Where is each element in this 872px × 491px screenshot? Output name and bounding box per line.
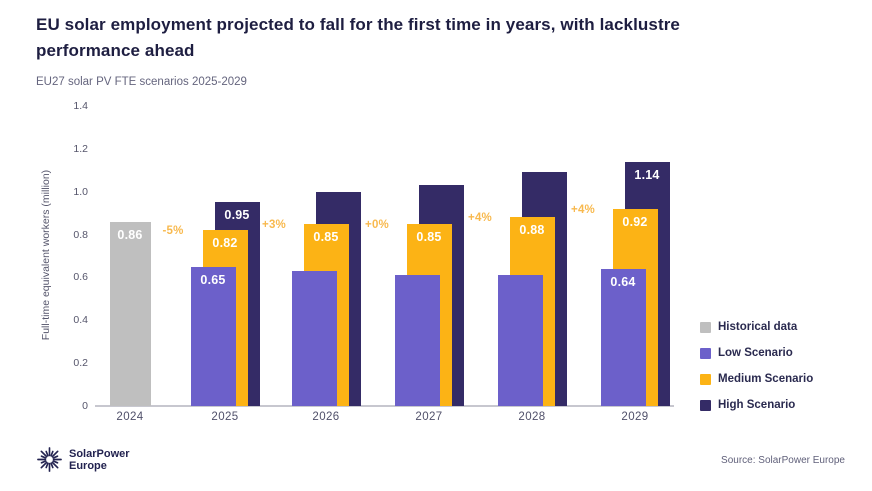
- bar-value-label: 0.92: [622, 214, 648, 229]
- y-tick-label: 1.0: [73, 185, 88, 198]
- logo-text: SolarPower Europe: [69, 448, 130, 472]
- x-axis-line: [95, 405, 674, 407]
- legend-item-low-scenario: Low Scenario: [700, 346, 793, 360]
- y-tick-label: 0.2: [73, 357, 88, 370]
- bar-low-scenario-2026: [291, 271, 337, 406]
- legend-swatch: [700, 399, 711, 411]
- bar-low-scenario-2025: 0.65: [190, 266, 236, 406]
- solarpower-europe-logo: SolarPower Europe: [36, 446, 130, 473]
- x-axis-label-2025: 2025: [211, 411, 239, 423]
- y-tick-label: 0.8: [73, 228, 88, 241]
- x-axis-label-2028: 2028: [518, 411, 546, 423]
- x-axis-label-2029: 2029: [621, 411, 649, 423]
- legend-label: Low Scenario: [718, 347, 793, 359]
- bar-low-scenario-2028: [497, 275, 543, 406]
- legend-label: Historical data: [718, 321, 798, 333]
- bar-value-label: 0.85: [416, 229, 442, 244]
- legend-label: Medium Scenario: [718, 373, 814, 385]
- bar-low-scenario-2029: 0.64: [600, 268, 646, 406]
- bar-value-label: 1.14: [634, 167, 660, 182]
- bar-value-label: 0.86: [117, 227, 143, 242]
- growth-annotation-2029: +4%: [571, 203, 595, 216]
- x-axis-label-2026: 2026: [312, 411, 340, 423]
- legend-swatch: [700, 373, 711, 385]
- legend-swatch: [700, 347, 711, 359]
- growth-annotation-2025: -5%: [162, 225, 184, 238]
- growth-annotation-2028: +4%: [468, 212, 492, 225]
- legend-item-medium-scenario: Medium Scenario: [700, 372, 813, 386]
- chart-title: EU solar employment projected to fall fo…: [36, 15, 680, 60]
- logo-line1: SolarPower: [69, 447, 130, 460]
- y-tick-label: 1.4: [73, 100, 88, 112]
- bar-historical-2024: 0.86: [109, 221, 151, 406]
- legend-item-historical-data: Historical data: [700, 320, 797, 334]
- source-text: Source: SolarPower Europe: [721, 455, 845, 466]
- growth-annotation-2026: +3%: [262, 218, 286, 231]
- legend-item-high-scenario: High Scenario: [700, 398, 795, 412]
- y-tick-label: 1.2: [73, 142, 88, 155]
- bar-value-label: 0.82: [212, 236, 238, 251]
- x-axis-label-2027: 2027: [415, 411, 443, 423]
- chart-subtitle: EU27 solar PV FTE scenarios 2025-2029: [36, 76, 247, 88]
- bar-value-label: 0.88: [519, 223, 545, 238]
- y-tick-label: 0: [82, 400, 88, 412]
- legend-label: High Scenario: [718, 399, 796, 411]
- bar-value-label: 0.85: [313, 229, 339, 244]
- bar-low-scenario-2027: [394, 275, 440, 406]
- bar-value-label: 0.95: [224, 208, 250, 223]
- bar-value-label: 0.65: [200, 272, 226, 287]
- y-tick-label: 0.4: [73, 314, 88, 327]
- logo-line2: Europe: [69, 459, 107, 472]
- y-tick-label: 0.6: [73, 271, 88, 284]
- x-axis-label-2024: 2024: [116, 411, 144, 423]
- legend-swatch: [700, 321, 711, 333]
- sunburst-icon: [37, 447, 62, 472]
- growth-annotation-2027: +0%: [365, 218, 389, 231]
- bar-value-label: 0.64: [610, 274, 636, 289]
